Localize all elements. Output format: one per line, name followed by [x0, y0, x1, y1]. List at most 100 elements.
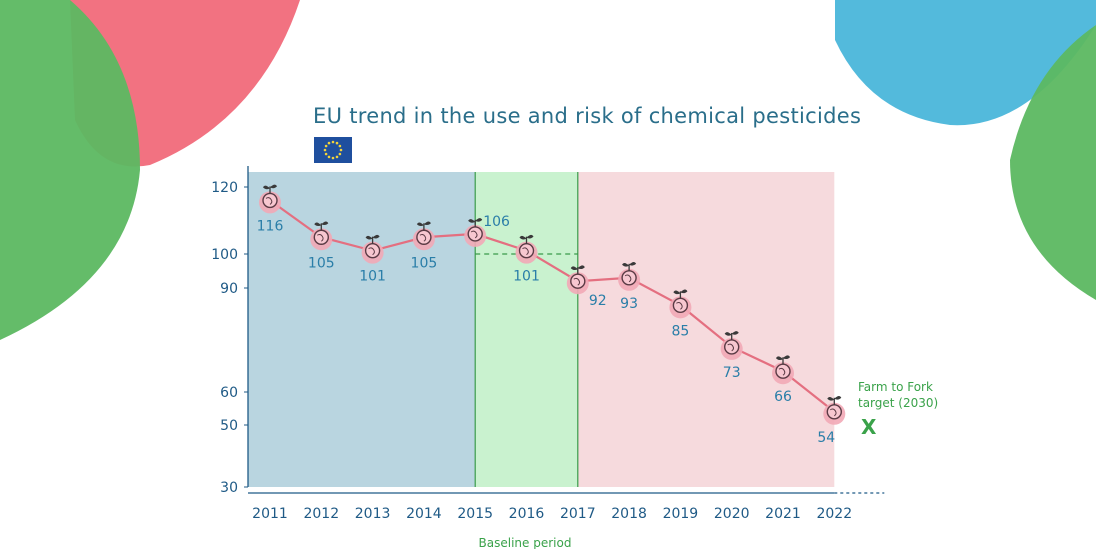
globe-continent: [624, 274, 632, 283]
sprout-leaf: [475, 218, 483, 222]
x-tick-label: 2016: [509, 506, 545, 522]
sprout-leaf: [827, 397, 835, 401]
green-leaf-right: [1010, 25, 1096, 300]
x-tick-label: 2022: [816, 506, 852, 522]
data-label: 66: [774, 389, 792, 405]
chart-title: EU trend in the use and risk of chemical…: [313, 104, 862, 128]
sprout-leaf: [577, 265, 585, 269]
globe-icon: [775, 363, 791, 379]
eu-flag-star: [327, 155, 331, 159]
data-label: 93: [620, 296, 638, 312]
eu-flag-star: [327, 141, 331, 145]
eu-flag-star: [331, 140, 335, 144]
green-leaf-left: [0, 0, 140, 340]
blue-leaf: [835, 0, 1096, 126]
data-point: [412, 221, 435, 251]
sprout-leaf: [321, 221, 329, 226]
x-tick-label: 2021: [765, 506, 801, 522]
data-point: [618, 262, 641, 291]
data-point: [361, 234, 384, 264]
data-label: 73: [723, 365, 741, 381]
globe-icon: [364, 242, 381, 259]
eu-flag-star: [324, 152, 328, 156]
data-point: [720, 331, 743, 360]
y-tick-label: 90: [220, 281, 238, 297]
data-label: 105: [411, 255, 438, 271]
sprout-leaf: [783, 355, 790, 359]
y-tick-label: 120: [211, 180, 238, 196]
target-label-line1: Farm to Fork: [858, 380, 933, 394]
globe-continent: [317, 233, 324, 242]
sprout-leaf: [365, 235, 373, 240]
data-label: 85: [671, 323, 689, 339]
x-tick-label: 2019: [663, 506, 699, 522]
globe-icon: [416, 229, 432, 245]
sprout-leaf: [270, 184, 277, 189]
x-tick-label: 2011: [252, 506, 288, 522]
sprout-leaf: [731, 331, 739, 335]
sprout-leaf: [416, 222, 424, 227]
eu-flag-star: [338, 144, 342, 148]
eu-flag: [314, 137, 352, 163]
globe-icon: [467, 226, 483, 242]
x-tick-label: 2020: [714, 506, 750, 522]
tick-labels: 30 50 60 90 100 120 2011 2012 2013 2014 2015 2016 20…: [211, 180, 852, 522]
x-tick-label: 2015: [457, 506, 493, 522]
period-region: [475, 172, 578, 487]
globe-continent: [522, 247, 529, 256]
sprout-leaf: [526, 234, 534, 239]
globe-continent: [727, 343, 734, 352]
eu-flag-star: [323, 148, 327, 152]
eu-flag-star: [339, 148, 343, 152]
sprout-leaf: [834, 396, 842, 400]
globe-continent: [676, 302, 683, 310]
globe-continent: [419, 233, 427, 242]
sprout-leaf: [423, 221, 431, 226]
data-label: 101: [359, 269, 386, 285]
data-point: [566, 265, 589, 295]
data-label: 105: [308, 255, 335, 271]
data-point: [823, 396, 846, 425]
sprout-leaf: [314, 222, 322, 227]
sprout-leaf: [372, 234, 380, 239]
sprout-leaf: [724, 332, 732, 336]
y-tick-label: 100: [211, 247, 238, 263]
sprout-leaf: [673, 290, 681, 295]
data-point: [310, 221, 333, 251]
globe-icon: [826, 404, 842, 420]
data-point: [669, 289, 692, 319]
data-point: [464, 218, 487, 247]
sprout-leaf: [776, 356, 783, 360]
y-tick-label: 60: [220, 385, 238, 401]
sprout-leaf: [570, 266, 578, 270]
baseline-period-label: Baseline period: [479, 536, 572, 549]
period-regions: [248, 172, 835, 487]
globe-icon: [518, 242, 535, 259]
globe-icon: [672, 297, 689, 314]
axes: [247, 166, 885, 494]
eu-flag-star: [338, 152, 342, 156]
target-marker: X: [861, 415, 877, 439]
y-tick-label: 50: [220, 418, 238, 434]
globe-continent: [573, 277, 581, 286]
data-labels: 116 105 101 105 106 101 92 93 85 73 66 54: [257, 214, 836, 446]
sprout-leaf: [680, 289, 688, 294]
data-point: [772, 355, 794, 385]
x-tick-label: 2018: [611, 506, 647, 522]
sprout-leaf: [468, 219, 476, 223]
data-label: 54: [817, 430, 835, 446]
data-point: [515, 234, 538, 264]
sprout-leaf: [622, 263, 630, 267]
eu-flag-star: [324, 144, 328, 148]
globe-continent: [830, 408, 837, 417]
data-label: 101: [513, 269, 540, 285]
sprout-leaf: [263, 185, 270, 190]
data-label: 92: [589, 293, 607, 309]
sprout-leaf: [519, 235, 527, 240]
eu-flag-star: [335, 141, 339, 145]
x-tick-label: 2012: [303, 506, 339, 522]
eu-flag-star: [331, 156, 335, 160]
target-label-line2: target (2030): [858, 396, 938, 410]
